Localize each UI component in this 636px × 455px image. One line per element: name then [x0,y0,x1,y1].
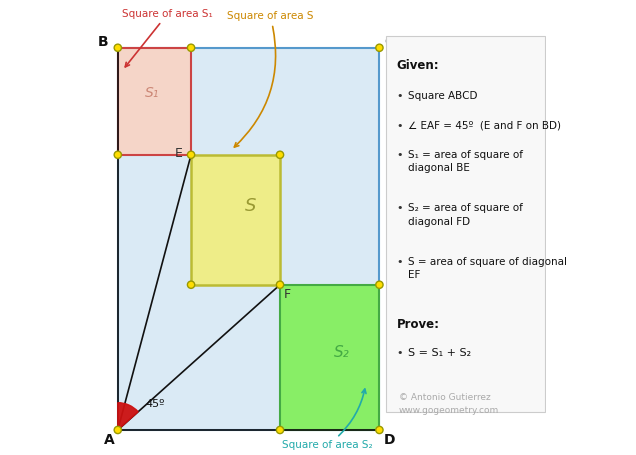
Text: S₂ = area of square of
diagonal FD: S₂ = area of square of diagonal FD [408,203,523,227]
Text: Square ABCD: Square ABCD [408,91,478,101]
Circle shape [376,426,383,434]
Text: Square of area S: Square of area S [227,11,314,147]
Text: Square of area S₁: Square of area S₁ [122,9,213,67]
Text: C: C [384,35,394,49]
Text: A: A [104,433,115,447]
Text: •: • [397,348,403,358]
Circle shape [114,44,121,51]
Text: S = S₁ + S₂: S = S₁ + S₂ [408,348,471,358]
Circle shape [277,151,284,158]
Text: 45º: 45º [145,399,165,409]
Polygon shape [280,285,380,430]
Text: S₁: S₁ [146,86,160,100]
Text: ∠ EAF = 45º  (E and F on BD): ∠ EAF = 45º (E and F on BD) [408,121,561,131]
Polygon shape [118,48,380,430]
Text: F: F [284,288,291,301]
Circle shape [376,281,383,288]
Circle shape [188,151,195,158]
Text: •: • [397,257,403,267]
Text: Prove:: Prove: [397,318,439,331]
Text: D: D [384,433,396,447]
Polygon shape [191,155,280,285]
Text: Given:: Given: [397,59,439,72]
Text: B: B [97,35,108,49]
Text: S₂: S₂ [335,345,350,360]
Text: •: • [397,150,403,160]
Text: •: • [397,91,403,101]
Circle shape [188,44,195,51]
Circle shape [277,426,284,434]
Text: Square of area S₂: Square of area S₂ [282,389,373,450]
Circle shape [114,426,121,434]
Text: E: E [175,147,183,160]
Text: S = area of square of diagonal
EF: S = area of square of diagonal EF [408,257,567,280]
Circle shape [114,151,121,158]
Text: S₁ = area of square of
diagonal BE: S₁ = area of square of diagonal BE [408,150,523,173]
Circle shape [188,281,195,288]
Circle shape [376,44,383,51]
Text: S: S [245,197,256,215]
Polygon shape [118,48,191,155]
Wedge shape [118,403,138,430]
FancyBboxPatch shape [386,36,544,412]
Text: © Antonio Gutierrez
www.gogeometry.com: © Antonio Gutierrez www.gogeometry.com [399,393,499,415]
Circle shape [277,281,284,288]
Text: •: • [397,203,403,213]
Text: •: • [397,121,403,131]
